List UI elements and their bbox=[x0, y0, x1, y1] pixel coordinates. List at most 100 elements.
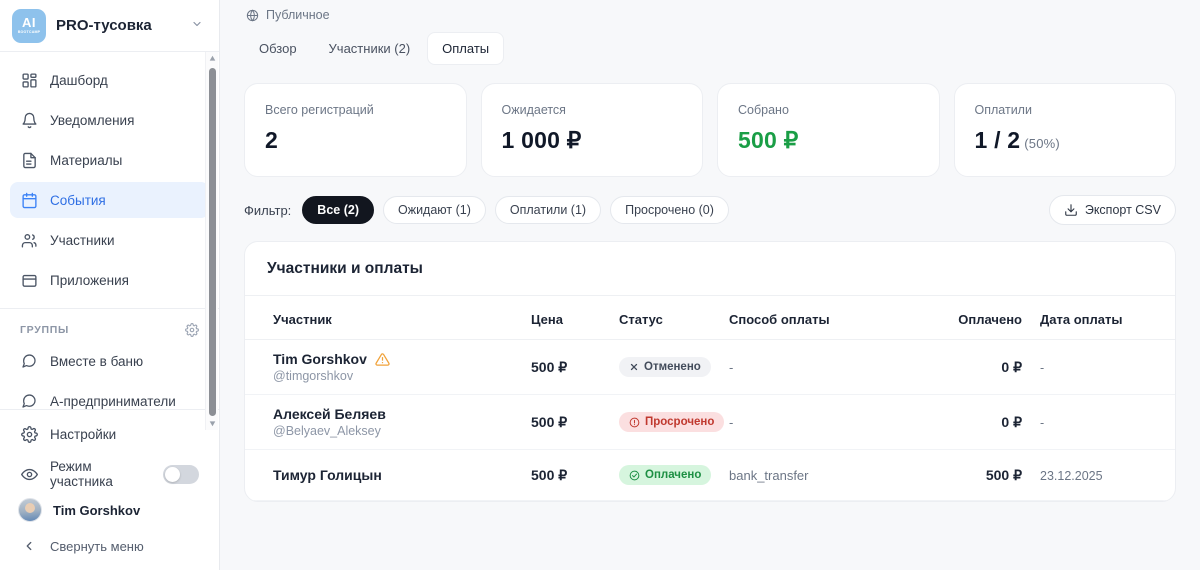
sidebar-item-label: Уведомления bbox=[50, 112, 135, 128]
gear-icon bbox=[20, 425, 38, 443]
stat-label: Всего регистраций bbox=[265, 103, 374, 117]
check-circle-icon bbox=[629, 470, 640, 481]
chat-bubble-icon bbox=[20, 392, 38, 409]
sidebar-item-apps[interactable]: Приложения bbox=[10, 262, 209, 298]
paid-value: 500 ₽ bbox=[985, 466, 1022, 483]
cell-paid: 0 ₽ bbox=[918, 394, 1028, 450]
sidebar-item-dashboard[interactable]: Дашборд bbox=[10, 62, 209, 98]
cell-date: 23.12.2025 bbox=[1028, 449, 1163, 501]
cell-price: 500 ₽ bbox=[525, 339, 613, 395]
column-header-paid[interactable]: Оплачено bbox=[918, 296, 1028, 340]
cell-method: bank_transfer bbox=[723, 449, 918, 501]
cell-participant: Алексей Беляев @Belyaev_Aleksey bbox=[245, 394, 525, 450]
grid-icon bbox=[20, 71, 38, 89]
sidebar-item-label: Участники bbox=[50, 232, 115, 248]
sidebar-item-label: События bbox=[50, 192, 106, 208]
main-content: Публичное Обзор Участники (2) Оплаты Все… bbox=[220, 0, 1200, 570]
sidebar-item-participant-mode[interactable]: Режим участника bbox=[10, 456, 209, 492]
export-csv-label: Экспорт CSV bbox=[1084, 203, 1161, 217]
filter-chip-pending[interactable]: Ожидают (1) bbox=[382, 196, 486, 224]
sidebar-item-label: Материалы bbox=[50, 152, 123, 168]
table-row[interactable]: Алексей Беляев @Belyaev_Aleksey 500 ₽ Пр… bbox=[245, 394, 1175, 450]
cell-paid: 0 ₽ bbox=[918, 339, 1028, 395]
participant-mode-toggle[interactable] bbox=[163, 464, 199, 484]
tab-participants[interactable]: Участники (2) bbox=[328, 41, 411, 56]
sidebar-item-label: Режим участника bbox=[50, 459, 113, 489]
table-row[interactable]: Тимур Голицын 500 ₽ Оплачено bbox=[245, 449, 1175, 501]
window-icon bbox=[20, 271, 38, 289]
status-badge: Отменено bbox=[619, 357, 711, 377]
gear-icon[interactable] bbox=[185, 323, 199, 337]
filter-row: Фильтр: Все (2) Ожидают (1) Оплатили (1)… bbox=[240, 177, 1180, 225]
payments-table: Участник Цена Статус Способ оплаты Оплач… bbox=[245, 296, 1175, 501]
avatar bbox=[18, 498, 42, 522]
status-badge: Просрочено bbox=[619, 412, 725, 432]
participants-payments-panel: Участники и оплаты Участник Цена Статус … bbox=[244, 241, 1176, 502]
collapse-menu-button[interactable]: Свернуть меню bbox=[10, 530, 209, 562]
status-label: Просрочено bbox=[645, 416, 715, 428]
filter-chip-all[interactable]: Все (2) bbox=[302, 196, 374, 224]
stat-value: 1 / 2 bbox=[974, 127, 1021, 153]
sidebar: AI BOOTCAMP PRO-тусовка Дашборд Уведомле… bbox=[0, 0, 220, 570]
chevron-down-icon[interactable] bbox=[191, 18, 207, 33]
table-row[interactable]: Tim Gorshkov @timgorshkov 500 ₽ bbox=[245, 339, 1175, 395]
sidebar-item-label: Приложения bbox=[50, 272, 129, 288]
cell-price: 500 ₽ bbox=[525, 394, 613, 450]
column-header-date[interactable]: Дата оплаты bbox=[1028, 296, 1163, 340]
warning-triangle-icon bbox=[375, 352, 390, 367]
scrollbar-thumb[interactable] bbox=[209, 68, 216, 416]
date-value: - bbox=[1040, 360, 1045, 375]
users-icon bbox=[20, 231, 38, 249]
sidebar-item-settings[interactable]: Настройки bbox=[10, 416, 209, 452]
paid-value: 0 ₽ bbox=[1001, 413, 1022, 430]
divider bbox=[0, 308, 219, 309]
panel-header: Участники и оплаты bbox=[245, 242, 1175, 296]
sidebar-group-entrepreneurs[interactable]: А-предприниматели bbox=[10, 383, 209, 409]
column-header-price[interactable]: Цена bbox=[525, 296, 613, 340]
cell-paid: 500 ₽ bbox=[918, 449, 1028, 501]
sidebar-item-label: Дашборд bbox=[50, 72, 108, 88]
sidebar-scrollbar[interactable] bbox=[205, 52, 218, 430]
x-icon bbox=[629, 362, 639, 372]
export-csv-button[interactable]: Экспорт CSV bbox=[1048, 195, 1176, 225]
sidebar-item-label: Вместе в баню bbox=[50, 353, 144, 369]
groups-section-header: ГРУППЫ bbox=[0, 317, 219, 343]
sidebar-group-banya[interactable]: Вместе в баню bbox=[10, 343, 209, 379]
eye-icon bbox=[20, 465, 38, 483]
paid-value: 0 ₽ bbox=[1001, 358, 1022, 375]
stat-label: Собрано bbox=[738, 103, 789, 117]
tab-overview[interactable]: Обзор bbox=[259, 41, 297, 56]
scroll-down-arrow-icon[interactable] bbox=[206, 417, 219, 430]
logo-text-bootcamp: BOOTCAMP bbox=[17, 29, 41, 34]
cell-date: - bbox=[1028, 339, 1163, 395]
sidebar-item-events[interactable]: События bbox=[10, 182, 209, 218]
sidebar-user[interactable]: Tim Gorshkov bbox=[10, 492, 209, 528]
scroll-up-arrow-icon[interactable] bbox=[206, 52, 219, 65]
price-value: 500 ₽ bbox=[531, 413, 568, 430]
column-header-status[interactable]: Статус bbox=[613, 296, 723, 340]
cell-method: - bbox=[723, 339, 918, 395]
column-header-actions[interactable]: Действия bbox=[1163, 296, 1175, 340]
tab-payments[interactable]: Оплаты bbox=[427, 32, 505, 65]
stat-card-paid-ratio: Оплатили 1 / 2 (50%) bbox=[953, 83, 1176, 177]
sidebar-item-materials[interactable]: Материалы bbox=[10, 142, 209, 178]
cell-price: 500 ₽ bbox=[525, 449, 613, 501]
download-icon bbox=[1064, 203, 1078, 217]
sidebar-item-label: А-предприниматели bbox=[50, 393, 176, 409]
stat-card-collected: Собрано 500 ₽ bbox=[717, 83, 940, 177]
sidebar-item-notifications[interactable]: Уведомления bbox=[10, 102, 209, 138]
filter-chip-overdue[interactable]: Просрочено (0) bbox=[610, 196, 729, 224]
price-value: 500 ₽ bbox=[531, 358, 568, 375]
workspace-title: PRO-тусовка bbox=[56, 17, 152, 34]
filter-chip-paid[interactable]: Оплатили (1) bbox=[494, 196, 602, 224]
participant-handle: @Belyaev_Aleksey bbox=[273, 424, 381, 438]
column-header-participant[interactable]: Участник bbox=[245, 296, 525, 340]
workspace-switcher[interactable]: AI BOOTCAMP PRO-тусовка bbox=[0, 0, 219, 52]
cell-participant: Tim Gorshkov @timgorshkov bbox=[245, 339, 525, 395]
participant-name: Tim Gorshkov bbox=[273, 351, 367, 367]
sidebar-item-participants[interactable]: Участники bbox=[10, 222, 209, 258]
stat-card-total-registrations: Всего регистраций 2 bbox=[244, 83, 467, 177]
method-value: - bbox=[729, 359, 734, 375]
column-header-method[interactable]: Способ оплаты bbox=[723, 296, 918, 340]
sidebar-footer: Настройки Режим участника Tim Gorshkov С… bbox=[0, 409, 219, 570]
